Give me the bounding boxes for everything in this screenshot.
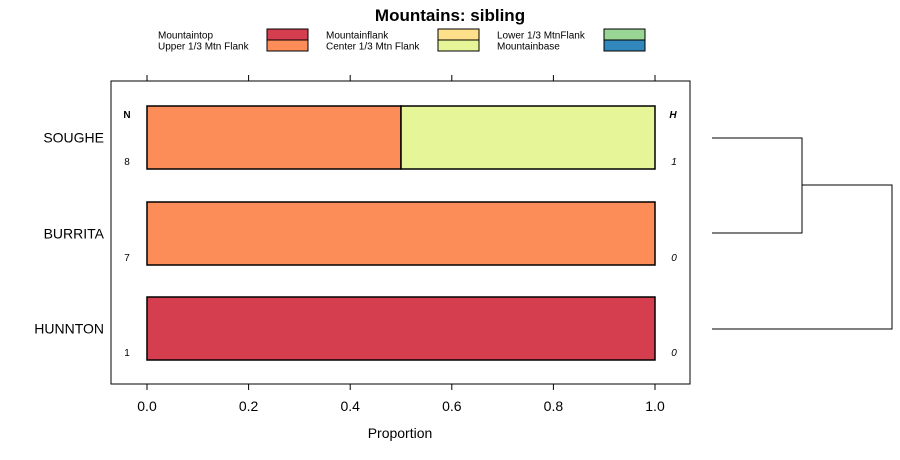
n-value-soughe: 8 <box>124 157 130 168</box>
x-axis-title: Proportion <box>368 425 433 441</box>
legend-label-lower-1-3-mtnflank: Lower 1/3 MtnFlank <box>497 31 586 42</box>
legend-swatch-upper-1-3-mtn-flank <box>266 39 309 52</box>
legend-label-upper-1-3-mtn-flank: Upper 1/3 Mtn Flank <box>158 42 250 53</box>
h-value-soughe: 1 <box>671 157 677 168</box>
category-label-soughe: SOUGHE <box>43 130 104 146</box>
category-label-hunnton: HUNNTON <box>34 321 104 337</box>
x-tick-label: 0.2 <box>239 398 259 414</box>
legend-swatch-mountainbase <box>603 39 646 52</box>
legend-swatch-center-1-3-mtn-flank <box>437 39 480 52</box>
n-column-header: N <box>123 110 130 121</box>
n-value-hunnton: 1 <box>124 348 130 359</box>
h-value-burrita: 0 <box>671 253 677 264</box>
n-value-burrita: 7 <box>124 253 130 264</box>
legend-label-mountainbase: Mountainbase <box>497 42 560 53</box>
chart-title: Mountains: sibling <box>375 6 525 25</box>
legend-swatch-mountainflank <box>437 28 480 41</box>
h-column-header: H <box>669 110 677 121</box>
x-tick-label: 0.6 <box>442 398 462 414</box>
x-tick-label: 0.4 <box>340 398 360 414</box>
h-value-hunnton: 0 <box>671 348 677 359</box>
x-tick-label: 0.0 <box>137 398 157 414</box>
bar-burrita-upper-1-3-mtn-flank <box>146 201 656 266</box>
legend-swatch-lower-1-3-mtnflank <box>603 28 646 41</box>
dendrogram-branch-root <box>712 184 893 330</box>
bar-soughe-upper-1-3-mtn-flank <box>146 105 402 170</box>
dendrogram <box>712 137 893 330</box>
bar-hunnton-mountaintop <box>146 296 656 361</box>
x-axis: 0.0 0.2 0.4 0.6 0.8 1.0 <box>137 75 665 414</box>
x-tick-label: 1.0 <box>645 398 665 414</box>
bar-soughe-center-1-3-mtn-flank <box>400 105 656 170</box>
legend-label-center-1-3-mtn-flank: Center 1/3 Mtn Flank <box>326 42 420 53</box>
bars <box>146 105 656 361</box>
category-label-burrita: BURRITA <box>44 226 105 242</box>
x-tick-label: 0.8 <box>544 398 564 414</box>
plot-frame <box>110 80 691 385</box>
dendrogram-branch-soughe-burrita <box>712 137 803 234</box>
legend-swatch-mountaintop <box>266 28 309 41</box>
legend-label-mountainflank: Mountainflank <box>326 31 389 42</box>
legend-label-mountaintop: Mountaintop <box>158 31 213 42</box>
row-labels: SOUGHE 8 1 BURRITA 7 0 HUNNTON 1 0 <box>34 130 677 360</box>
